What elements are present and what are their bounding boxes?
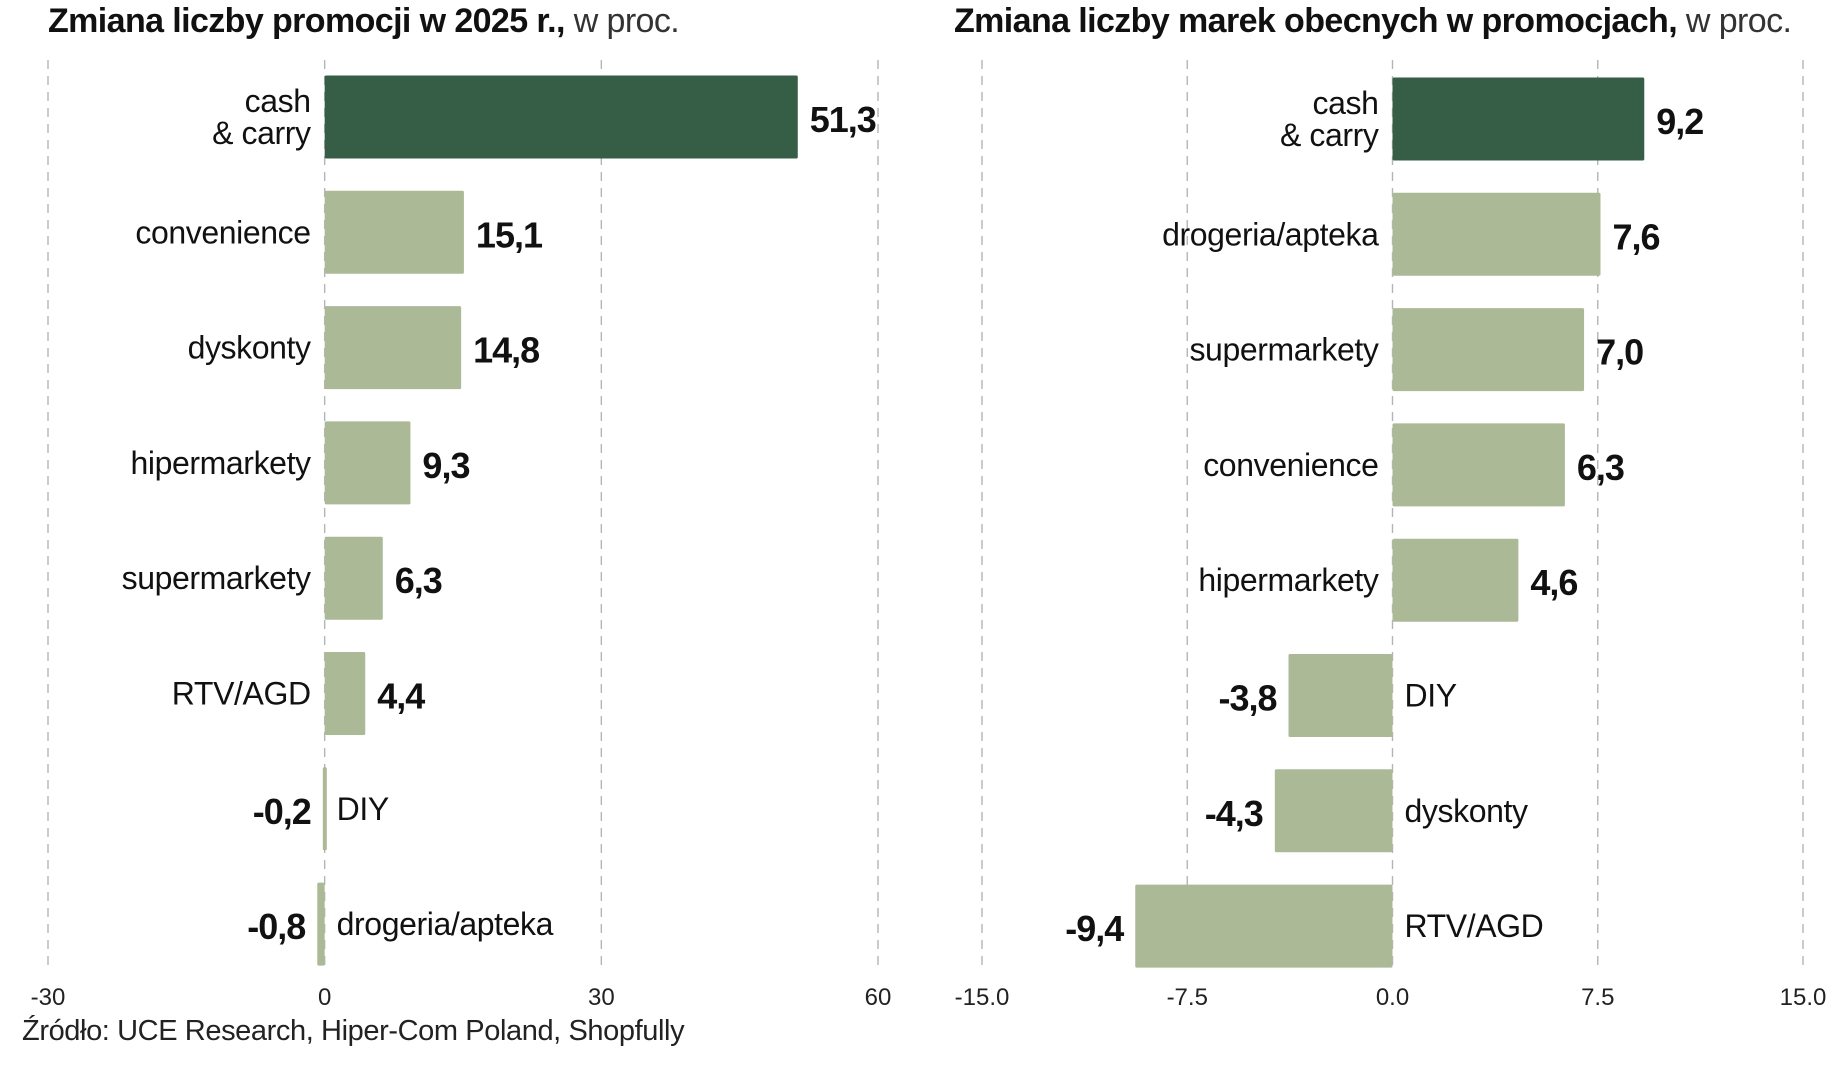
chart-left-title-main: Zmiana liczby promocji w 2025 r., <box>48 2 565 40</box>
chart-right-tick-label: -7.5 <box>1167 984 1208 1011</box>
chart-right-category-label: supermarkety <box>1189 332 1378 368</box>
chart-left-bar <box>322 767 327 851</box>
chart-left-bar <box>324 190 464 274</box>
chart-right-tick-label: 15.0 <box>1780 984 1827 1011</box>
chart-left-bar <box>324 536 383 620</box>
chart-right-value-label: 9,2 <box>1656 101 1703 142</box>
chart-right-value-label: 6,3 <box>1577 447 1624 488</box>
chart-right-category-label: cash & carry <box>1280 85 1379 153</box>
chart-right-category-label: drogeria/apteka <box>1162 216 1379 252</box>
chart-right-category-label: DIY <box>1405 678 1457 714</box>
chart-left: Zmiana liczby promocji w 2025 r., w proc… <box>0 0 910 1080</box>
chart-left-value-label: -0,2 <box>253 791 311 832</box>
chart-left-tick-label: 30 <box>588 984 615 1011</box>
chart-right-bar <box>1135 884 1393 968</box>
chart-right-value-label: -4,3 <box>1205 793 1263 834</box>
chart-right-title-unit: w proc. <box>1685 2 1792 40</box>
chart-left-title-unit: w proc. <box>573 2 680 40</box>
chart-right-title: Zmiana liczby marek obecnych w promocjac… <box>954 2 1792 41</box>
chart-right-tick-label: 7.5 <box>1581 984 1614 1011</box>
chart-right-bar <box>1274 769 1393 853</box>
source-note: Źródło: UCE Research, Hiper-Com Poland, … <box>22 1015 685 1047</box>
chart-left-category-label: drogeria/apteka <box>337 906 554 942</box>
chart-left-category-label: cash & carry <box>212 83 311 151</box>
chart-right-bar <box>1392 538 1519 622</box>
chart-left-value-label: 15,1 <box>476 214 543 255</box>
chart-left-bar <box>324 421 411 505</box>
chart-left-value-label: 51,3 <box>810 99 876 140</box>
chart-right-bar <box>1392 423 1565 507</box>
chart-right-tick-label: 0.0 <box>1376 984 1409 1011</box>
chart-right-category-label: hipermarkety <box>1198 562 1379 598</box>
chart-left-category-label: DIY <box>337 791 389 827</box>
chart-left-category-label: supermarkety <box>122 560 311 596</box>
chart-left-bar <box>324 75 798 159</box>
chart-left-tick-label: 0 <box>318 984 331 1011</box>
chart-left-title: Zmiana liczby promocji w 2025 r., w proc… <box>48 2 680 41</box>
chart-left-plot: -30 0 30 60 51,3 cash & carry 15,1 convenience 14… <box>31 60 892 1011</box>
chart-right-value-label: 7,0 <box>1596 332 1643 373</box>
chart-left-category-label: hipermarkety <box>131 445 312 481</box>
chart-right-bar <box>1288 654 1393 737</box>
chart-left-value-label: 4,4 <box>377 676 425 717</box>
chart-left-value-label: -0,8 <box>247 906 305 947</box>
chart-left-value-label: 14,8 <box>473 330 539 371</box>
chart-right-value-label: -9,4 <box>1065 908 1124 949</box>
chart-left-value-label: 6,3 <box>395 560 442 601</box>
chart-right-value-label: 4,6 <box>1530 562 1577 603</box>
chart-left-tick-label: 60 <box>865 984 892 1011</box>
chart-right-category-label: RTV/AGD <box>1405 908 1544 944</box>
chart-right-plot: -15.0 -7.5 0.0 7.5 15.0 9,2 cash & carry 7,6 drog… <box>955 60 1827 1011</box>
chart-left-bar <box>324 306 462 390</box>
chart-left-bar <box>317 882 325 966</box>
chart-left-category-label: dyskonty <box>188 330 311 366</box>
chart-left-bar <box>324 652 366 735</box>
chart-left-tick-label: -30 <box>31 984 66 1011</box>
chart-left-category-label: RTV/AGD <box>172 676 311 712</box>
chart-right-category-label: dyskonty <box>1405 793 1528 829</box>
chart-right-tick-label: -15.0 <box>955 984 1010 1011</box>
chart-right-value-label: 7,6 <box>1612 216 1659 257</box>
chart-right-bar <box>1392 308 1585 392</box>
chart-right-bar <box>1392 77 1645 161</box>
chart-right-value-label: -3,8 <box>1218 678 1276 719</box>
chart-left-value-label: 9,3 <box>422 445 469 486</box>
chart-right-bar <box>1392 192 1601 276</box>
chart-right-category-label: convenience <box>1203 447 1378 483</box>
chart-left-category-label: convenience <box>135 214 310 250</box>
chart-right: Zmiana liczby marek obecnych w promocjac… <box>950 0 1845 1080</box>
chart-right-title-main: Zmiana liczby marek obecnych w promocjac… <box>954 2 1678 40</box>
